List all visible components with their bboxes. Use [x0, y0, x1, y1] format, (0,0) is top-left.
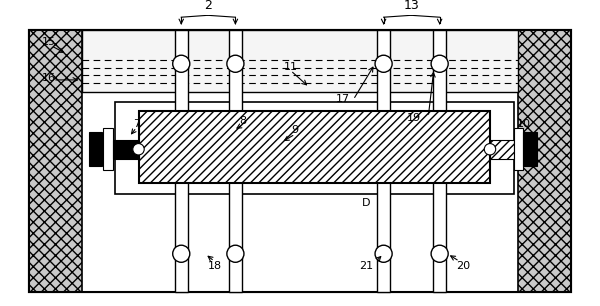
Circle shape — [227, 55, 244, 72]
Bar — [175, 30, 188, 292]
Circle shape — [133, 144, 144, 155]
Bar — [82, 30, 518, 92]
Text: 16: 16 — [41, 73, 56, 83]
Bar — [29, 30, 82, 292]
Text: 8: 8 — [239, 116, 247, 126]
Text: 9: 9 — [292, 125, 299, 135]
Text: 20: 20 — [457, 261, 470, 271]
Circle shape — [173, 55, 190, 72]
Text: 17: 17 — [335, 94, 350, 104]
Circle shape — [173, 245, 190, 262]
Bar — [514, 128, 523, 170]
Bar — [518, 30, 571, 292]
Bar — [89, 132, 103, 166]
Text: 15: 15 — [41, 37, 56, 47]
Circle shape — [484, 144, 496, 155]
Text: 2: 2 — [204, 0, 212, 13]
Bar — [377, 30, 390, 292]
Bar — [490, 140, 514, 159]
Text: 10: 10 — [517, 119, 531, 129]
Text: 7: 7 — [133, 119, 140, 129]
Text: 11: 11 — [284, 62, 298, 72]
Circle shape — [227, 245, 244, 262]
Text: 18: 18 — [208, 261, 221, 271]
Circle shape — [431, 245, 448, 262]
Text: 21: 21 — [359, 261, 374, 271]
Circle shape — [431, 55, 448, 72]
Circle shape — [375, 245, 392, 262]
Text: D: D — [362, 198, 371, 208]
Bar — [229, 30, 242, 292]
Bar — [139, 111, 490, 182]
Bar — [433, 30, 446, 292]
Bar — [115, 102, 514, 194]
Bar — [113, 140, 139, 159]
Bar — [523, 132, 536, 166]
Bar — [82, 30, 518, 292]
Text: 13: 13 — [403, 0, 419, 13]
Text: 19: 19 — [407, 113, 421, 123]
Circle shape — [375, 55, 392, 72]
Bar — [103, 128, 113, 170]
